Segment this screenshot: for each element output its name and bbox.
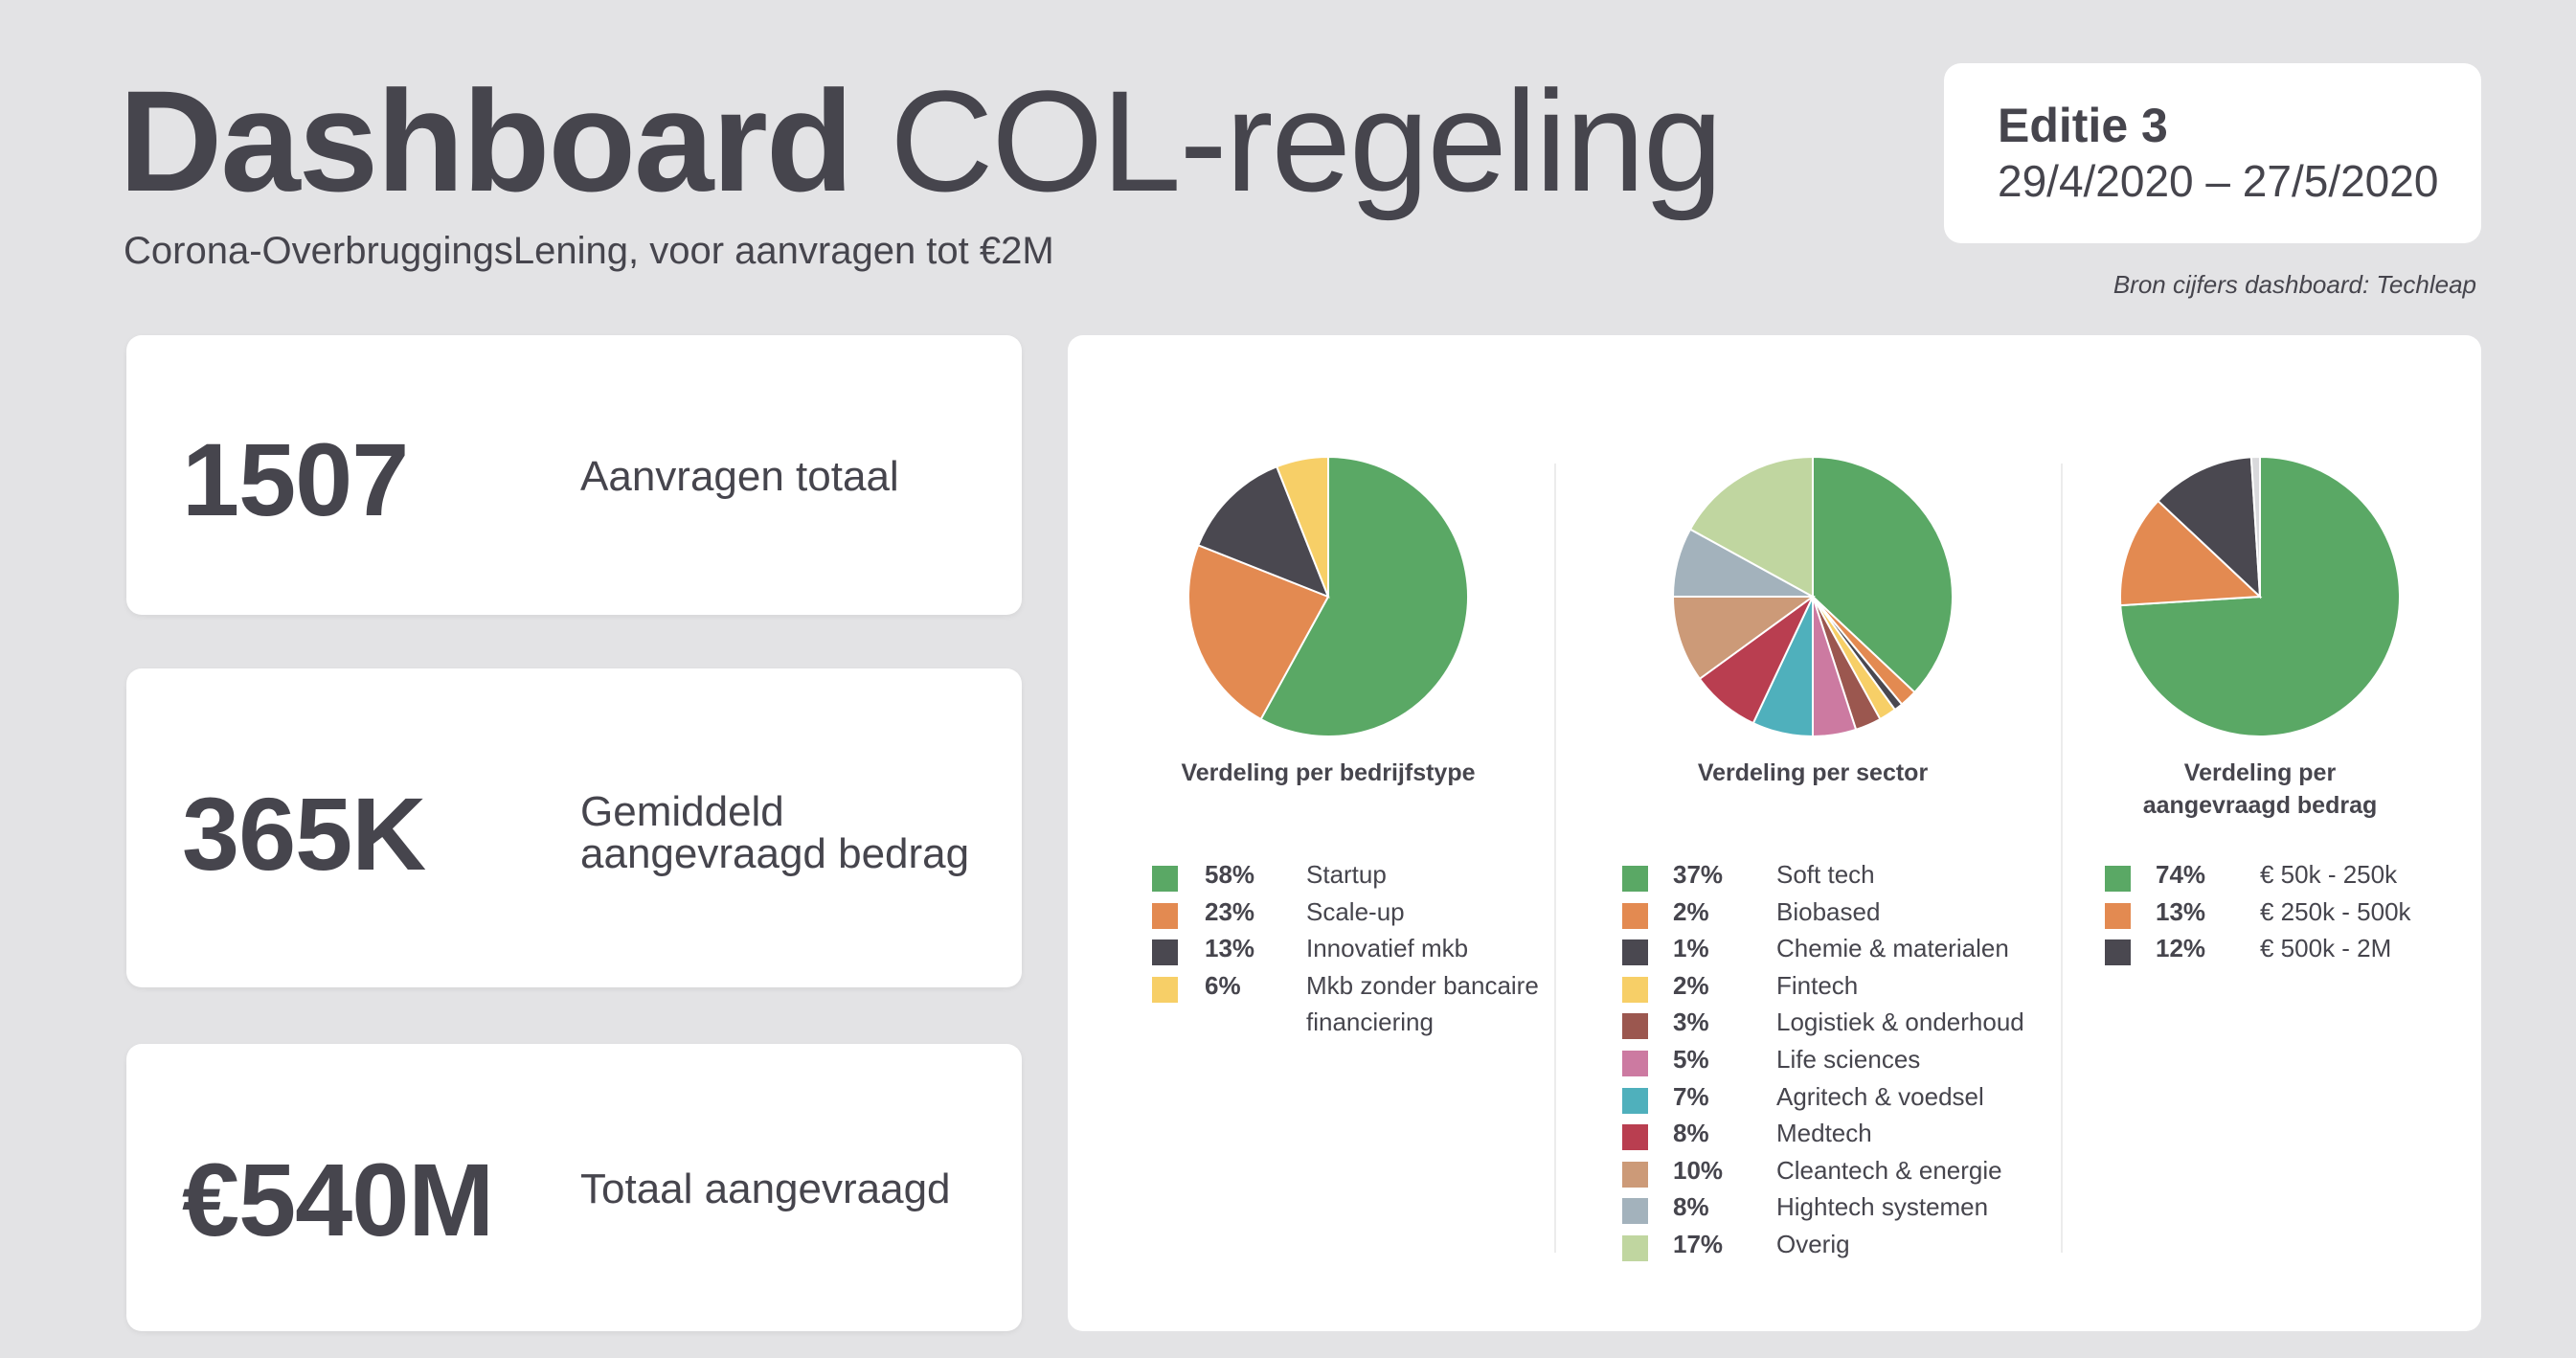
legend-label: Agritech & voedsel — [1776, 1081, 1984, 1111]
page-subtitle: Corona-OverbruggingsLening, voor aanvrag… — [124, 230, 1054, 272]
source-note: Bron cijfers dashboard: Techleap — [2113, 270, 2476, 299]
pie-slice-cleantech-energie — [1671, 596, 1817, 681]
pie-slice-mkb-zonder-bancaire-financiering — [1275, 455, 1329, 598]
legend-swatch — [1622, 939, 1648, 966]
legend-swatch — [1622, 1087, 1648, 1114]
kpi-card-requests: 1507 Aanvragen totaal — [126, 335, 1022, 615]
legend-percentage: 13% — [1205, 934, 1255, 963]
legend-label: Scale-up — [1306, 896, 1405, 926]
legend-swatch — [1622, 1234, 1648, 1261]
divider — [1554, 464, 1556, 1253]
pie-chart-1 — [1671, 455, 1954, 738]
legend-label: Hightech systemen — [1776, 1192, 1989, 1222]
pie-chart-2 — [2119, 455, 2401, 737]
legend-label: Mkb zonder bancaire financiering — [1306, 970, 1539, 1037]
pie-slice-startup — [1259, 455, 1469, 737]
legend-percentage: 37% — [1673, 860, 1724, 889]
kpi-label: Gemiddeld aangevraagd bedrag — [580, 788, 970, 877]
divider — [2061, 464, 2063, 1253]
pie-slice-overig — [1688, 455, 1814, 599]
legend-percentage: 7% — [1673, 1081, 1709, 1111]
legend-percentage: 10% — [1673, 1155, 1724, 1185]
legend-swatch — [1152, 939, 1178, 966]
kpi-label: Totaal aangevraagd — [580, 1166, 951, 1212]
legend-percentage: 2% — [1673, 896, 1709, 926]
legend-label: € 500k - 2M — [2260, 934, 2392, 963]
legend-percentage: 3% — [1673, 1007, 1709, 1037]
legend-swatch — [1622, 1124, 1648, 1151]
legend-percentage: 5% — [1673, 1044, 1709, 1074]
kpi-value: 365K — [182, 776, 426, 892]
legend-swatch — [1622, 902, 1648, 929]
kpi-card-average: 365K Gemiddeld aangevraagd bedrag — [126, 668, 1022, 987]
legend-swatch — [1622, 1013, 1648, 1040]
kpi-label: Aanvragen totaal — [580, 453, 899, 500]
kpi-card-total: €540M Totaal aangevraagd — [126, 1044, 1022, 1331]
chart-title: Verdeling per aangevraagd bedrag — [2142, 759, 2378, 819]
pie-slice-remainder — [2249, 455, 2261, 598]
legend-percentage: 23% — [1205, 896, 1255, 926]
legend-label: € 250k - 500k — [2260, 896, 2411, 926]
legend-label: Startup — [1306, 860, 1387, 889]
legend-label: Biobased — [1776, 896, 1881, 926]
legend-label: Life sciences — [1776, 1044, 1921, 1074]
kpi-value: €540M — [182, 1142, 494, 1257]
page-title: Dashboard COL-regeling — [119, 59, 1723, 222]
edition-box: Editie 3 29/4/2020 – 27/5/2020 — [1944, 63, 2481, 243]
legend-percentage: 8% — [1673, 1119, 1709, 1148]
pie-slice-scale-up — [1187, 543, 1330, 721]
legend-swatch — [1152, 866, 1178, 892]
pie-slice-soft-tech — [1812, 455, 1954, 694]
legend-percentage: 1% — [1673, 934, 1709, 963]
kpi-value: 1507 — [182, 421, 409, 537]
edition-dates: 29/4/2020 – 27/5/2020 — [1998, 156, 2439, 206]
legend-percentage: 74% — [2156, 860, 2206, 889]
legend-swatch — [1152, 902, 1178, 929]
legend-label: Fintech — [1776, 970, 1859, 1000]
legend-percentage: 2% — [1673, 970, 1709, 1000]
legend-percentage: 13% — [2156, 896, 2206, 926]
legend-label: Overig — [1776, 1229, 1850, 1258]
chart-title: Verdeling per bedrijfstype — [1181, 759, 1476, 786]
legend-label: € 50k - 250k — [2260, 860, 2398, 889]
legend-swatch — [1622, 976, 1648, 1003]
title-bold: Dashboard — [119, 60, 853, 221]
legend-percentage: 6% — [1205, 970, 1241, 1000]
legend-label: Innovatief mkb — [1306, 934, 1469, 963]
legend-percentage: 17% — [1673, 1229, 1724, 1258]
legend-label: Medtech — [1776, 1119, 1872, 1148]
legend-swatch — [1152, 976, 1178, 1003]
legend-swatch — [2105, 902, 2131, 929]
legend-swatch — [2105, 939, 2131, 966]
legend-label: Cleantech & energie — [1776, 1155, 2002, 1185]
legend-percentage: 8% — [1673, 1192, 1709, 1222]
chart-title: Verdeling per sector — [1697, 759, 1929, 786]
legend-percentage: 58% — [1205, 860, 1255, 889]
pie-slice--500k-2m — [2157, 456, 2262, 600]
legend-label: Chemie & materialen — [1776, 934, 2009, 963]
pie-slice--250k-500k — [2119, 499, 2263, 607]
legend-label: Logistiek & onderhoud — [1776, 1007, 2024, 1037]
legend-percentage: 12% — [2156, 934, 2206, 963]
legend-swatch — [1622, 1050, 1648, 1076]
title-rest: COL-regeling — [890, 60, 1723, 221]
legend-label: Soft tech — [1776, 860, 1875, 889]
charts-panel: Verdeling per bedrijfstype 58% Startup 23% S… — [1068, 335, 2481, 1331]
pie-chart-0 — [1187, 455, 1469, 737]
legend-swatch — [1622, 1198, 1648, 1225]
legend-swatch — [2105, 866, 2131, 892]
edition-label: Editie 3 — [1998, 99, 2168, 152]
pie-slice-innovatief-mkb — [1196, 464, 1330, 599]
legend-swatch — [1622, 866, 1648, 892]
legend-swatch — [1622, 1161, 1648, 1188]
